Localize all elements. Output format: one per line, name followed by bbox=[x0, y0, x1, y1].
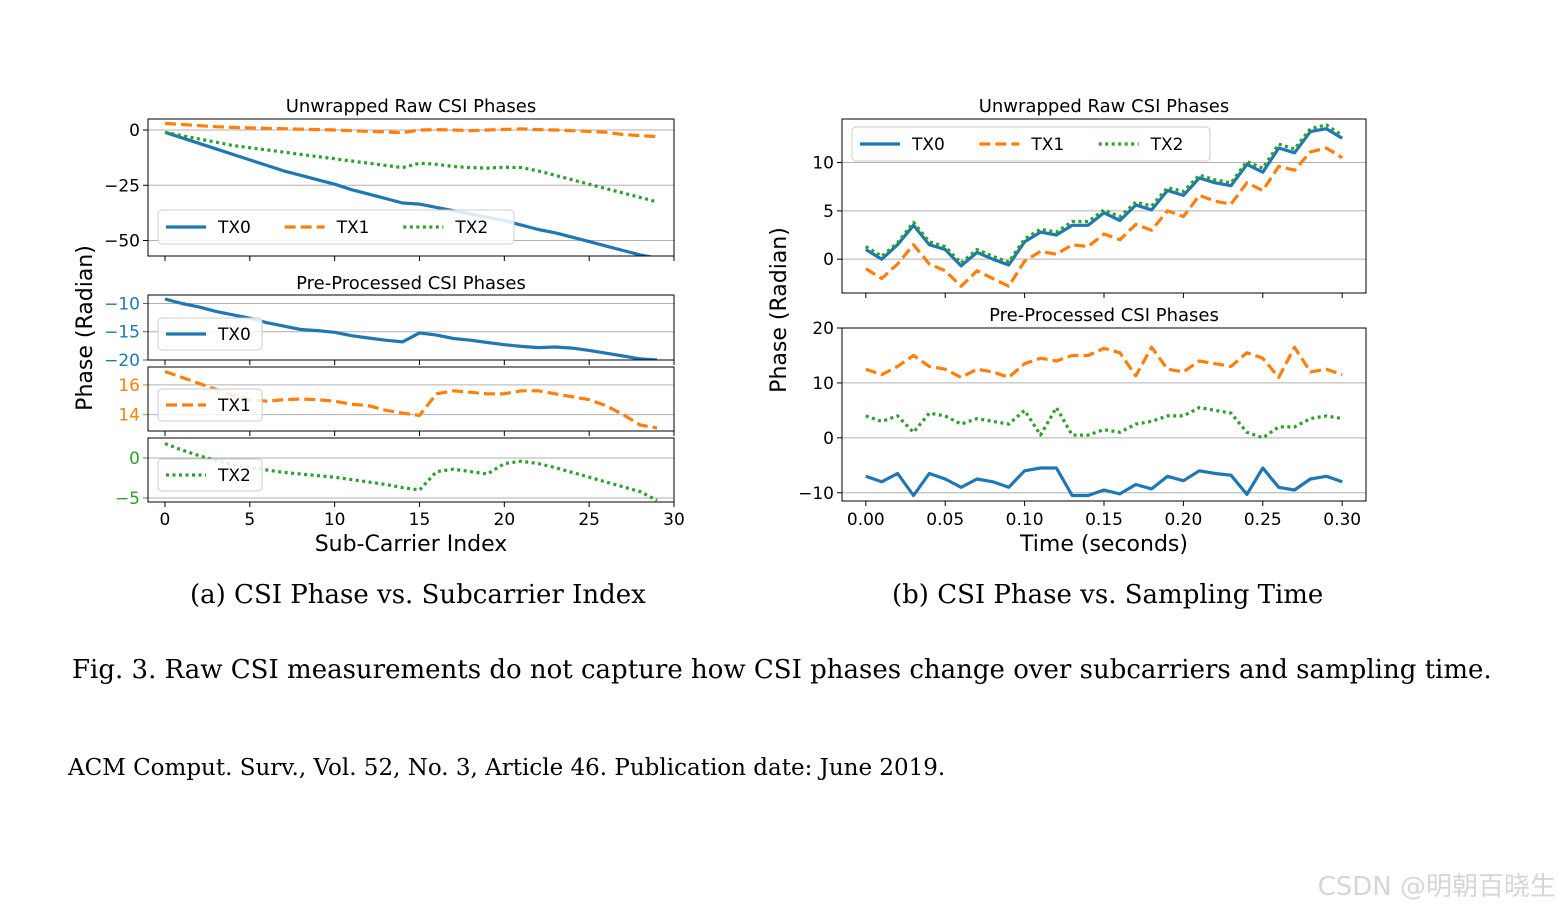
x-axis-label: Sub-Carrier Index bbox=[315, 532, 508, 557]
chart-a-panel-1: −10 −15 −20 Pre-Processed CSI Phases TX0 bbox=[104, 273, 675, 371]
legend: TX1 bbox=[157, 388, 263, 422]
y-tick-label: −25 bbox=[104, 176, 140, 196]
chart-a-panel-2: 16 14 TX1 bbox=[118, 366, 675, 436]
y-tick-label: 5 bbox=[823, 202, 834, 222]
series-line-tx1 bbox=[864, 146, 1344, 288]
y-axis-label: Phase (Radian) bbox=[73, 245, 98, 411]
subcaption-a: (a) CSI Phase vs. Subcarrier Index bbox=[190, 580, 646, 610]
chart-b-panel-0: 0 5 10 Unwrapped Raw CSI Phases TX0 TX1 TX2 bbox=[812, 96, 1367, 298]
watermark: CSDN @明朝百晓生 bbox=[1317, 872, 1556, 902]
x-tick-label: 0.05 bbox=[926, 510, 964, 530]
y-tick-label: 0 bbox=[129, 449, 140, 469]
x-tick-label: 0.25 bbox=[1244, 510, 1282, 530]
chart-a-panel-0: 0 −25 −50 Unwrapped Raw CSI Phases TX0 TX1 TX2 bbox=[104, 96, 675, 261]
panel-title: Unwrapped Raw CSI Phases bbox=[286, 96, 537, 117]
series-line-tx1 bbox=[865, 345, 1343, 379]
y-tick-label: 0 bbox=[823, 250, 834, 270]
legend-label: TX0 bbox=[217, 218, 251, 238]
series-line-tx2 bbox=[164, 130, 658, 204]
x-tick-label: 0.10 bbox=[1006, 510, 1044, 530]
x-tick-label: 0 bbox=[160, 510, 171, 530]
x-axis-label: Time (seconds) bbox=[1019, 532, 1188, 557]
x-tick-label: 30 bbox=[663, 510, 685, 530]
legend: TX0 TX1 TX2 bbox=[851, 126, 1211, 162]
journal-footer: ACM Comput. Surv., Vol. 52, No. 3, Artic… bbox=[68, 755, 946, 781]
axes-frame bbox=[147, 366, 675, 432]
axes-frame bbox=[841, 327, 1367, 502]
y-tick-label: 16 bbox=[118, 376, 140, 396]
x-tick-label: 0.30 bbox=[1323, 510, 1361, 530]
y-tick-label: −5 bbox=[115, 489, 140, 509]
x-tick-label: 10 bbox=[324, 510, 346, 530]
series-line-tx2 bbox=[864, 123, 1344, 265]
legend-label: TX2 bbox=[217, 466, 251, 486]
series-line-tx1 bbox=[164, 121, 658, 139]
legend-label: TX1 bbox=[1030, 135, 1064, 155]
panel-title: Pre-Processed CSI Phases bbox=[296, 273, 526, 294]
figure-caption: Fig. 3. Raw CSI measurements do not capt… bbox=[72, 655, 1492, 685]
y-tick-label: −20 bbox=[104, 351, 140, 371]
x-tick-label: 25 bbox=[578, 510, 600, 530]
y-tick-label: 10 bbox=[812, 154, 834, 174]
x-tick-label: 5 bbox=[244, 510, 255, 530]
subcaption-b: (b) CSI Phase vs. Sampling Time bbox=[892, 580, 1324, 610]
y-tick-label: −50 bbox=[104, 232, 140, 252]
chart-b: 0 5 10 Unwrapped Raw CSI Phases TX0 TX1 TX2 20 1… bbox=[767, 96, 1367, 557]
x-tick-label: 0.20 bbox=[1164, 510, 1202, 530]
y-tick-label: −10 bbox=[104, 294, 140, 314]
series-line-tx0 bbox=[164, 130, 655, 256]
legend-label: TX1 bbox=[336, 218, 370, 238]
chart-b-panel-1: 20 10 0 −10 0.00 0.05 0.10 0.15 0.20 0.25 0.30 Pre-… bbox=[798, 305, 1367, 530]
y-tick-label: −10 bbox=[798, 484, 834, 504]
x-tick-label: 20 bbox=[494, 510, 516, 530]
series-line-tx0 bbox=[864, 127, 1344, 268]
series-line-tx0 bbox=[865, 466, 1343, 498]
y-tick-label: 14 bbox=[118, 406, 140, 426]
y-axis-label: Phase (Radian) bbox=[767, 227, 792, 393]
legend: TX0 bbox=[157, 317, 263, 351]
legend-label: TX1 bbox=[217, 396, 251, 416]
legend: TX0 TX1 TX2 bbox=[157, 209, 515, 245]
panel-title: Pre-Processed CSI Phases bbox=[989, 305, 1219, 326]
legend-label: TX2 bbox=[454, 218, 488, 238]
chart-a-panel-3: 0 −5 0 5 10 15 20 25 30 TX2 bbox=[115, 437, 685, 530]
axes-frame bbox=[147, 294, 675, 361]
x-tick-label: 15 bbox=[409, 510, 431, 530]
x-tick-label: 0.00 bbox=[847, 510, 885, 530]
y-tick-label: 20 bbox=[812, 319, 834, 339]
legend: TX2 bbox=[157, 458, 263, 492]
y-tick-label: −15 bbox=[104, 323, 140, 343]
legend-label: TX2 bbox=[1150, 135, 1184, 155]
panel-title: Unwrapped Raw CSI Phases bbox=[979, 96, 1230, 117]
y-tick-label: 10 bbox=[812, 374, 834, 394]
axes-frame bbox=[147, 437, 675, 503]
y-tick-label: 0 bbox=[129, 121, 140, 141]
legend-label: TX0 bbox=[911, 135, 945, 155]
x-tick-label: 0.15 bbox=[1085, 510, 1123, 530]
series-line-tx2 bbox=[865, 406, 1343, 440]
y-tick-label: 0 bbox=[823, 429, 834, 449]
axes-frame bbox=[147, 118, 675, 257]
legend-label: TX0 bbox=[217, 325, 251, 345]
